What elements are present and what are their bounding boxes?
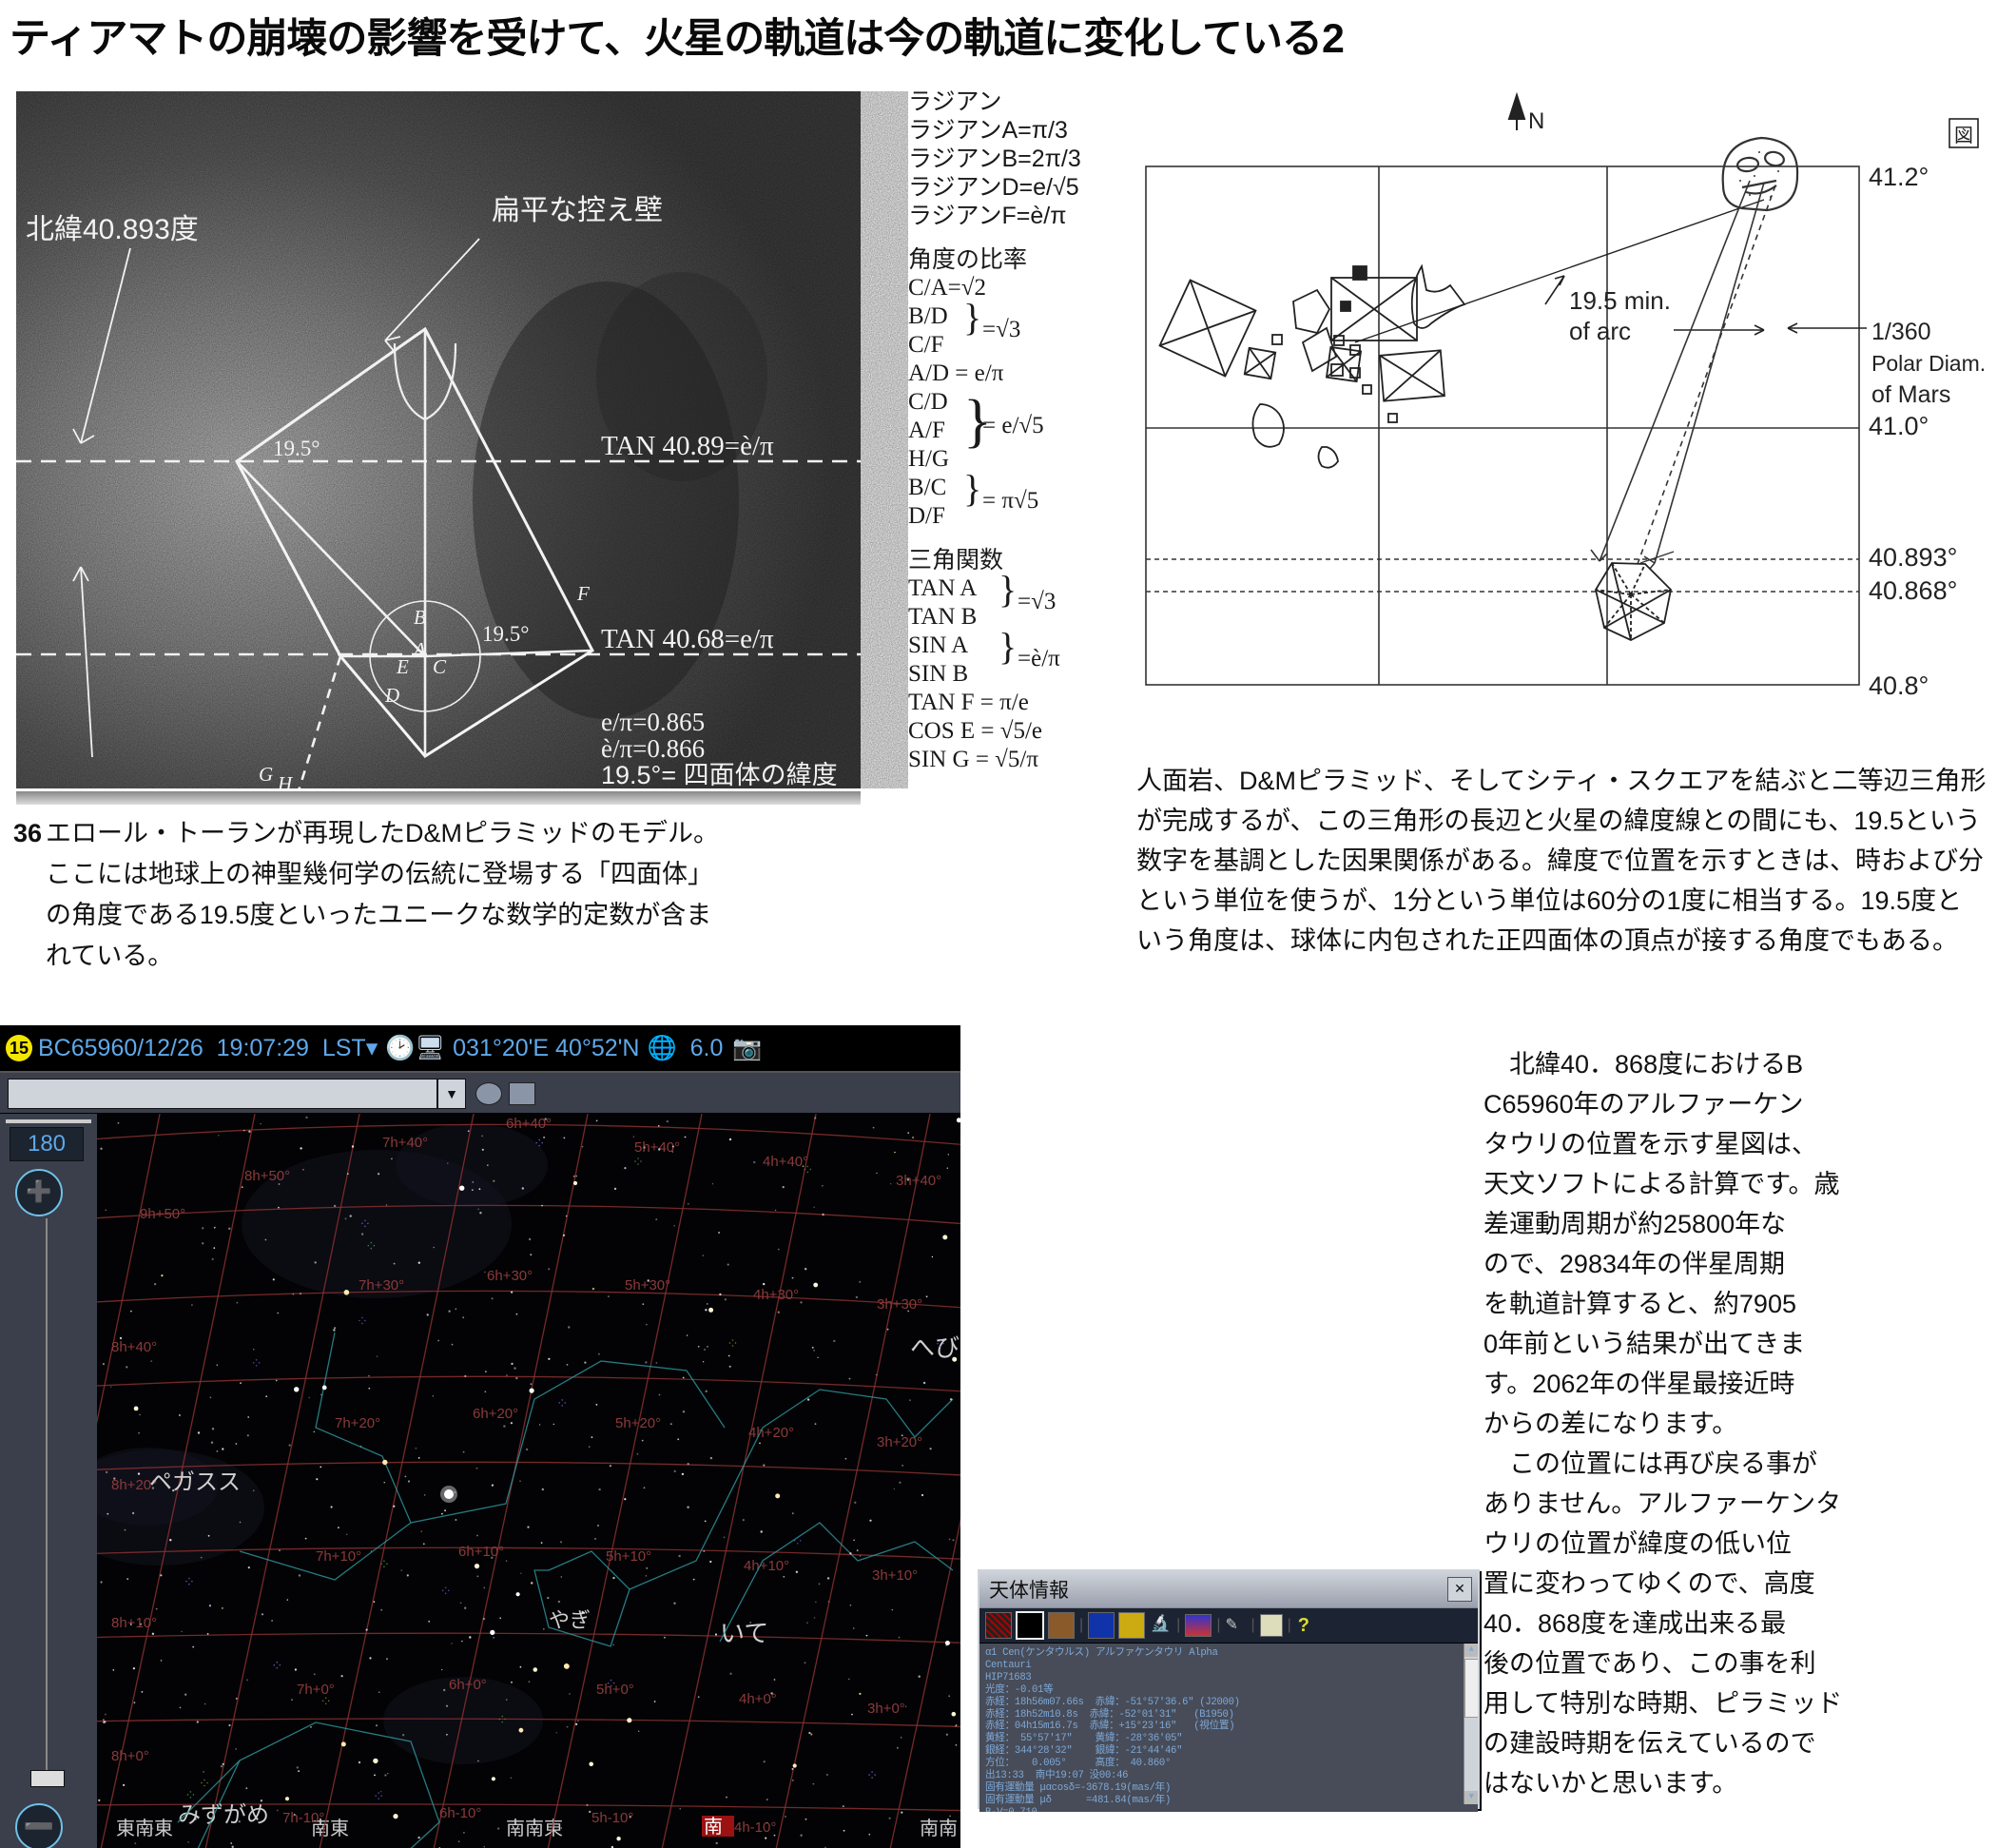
svg-text:7h+0°: 7h+0°	[297, 1682, 335, 1698]
svg-text:4h+40°: 4h+40°	[763, 1154, 808, 1170]
svg-text:41.2°: 41.2°	[1869, 163, 1929, 191]
svg-text:7h+10°: 7h+10°	[316, 1548, 361, 1565]
svg-text:5h+10°: 5h+10°	[606, 1548, 651, 1565]
svg-text:TAN 40.89=è/π: TAN 40.89=è/π	[601, 431, 774, 461]
svg-text:やぎ: やぎ	[549, 1608, 591, 1632]
svg-text:9.6: 9.6	[1579, 695, 1615, 699]
svg-text:of arc: of arc	[1569, 317, 1631, 345]
svg-text:8h+0°: 8h+0°	[111, 1748, 149, 1764]
svg-text:H: H	[277, 772, 294, 788]
svg-text:G: G	[259, 763, 273, 786]
svg-text:北緯40.893度: 北緯40.893度	[26, 214, 199, 245]
svg-text:4h+20°: 4h+20°	[748, 1425, 794, 1441]
svg-text:F: F	[576, 582, 590, 605]
svg-text:6h+10°: 6h+10°	[458, 1544, 504, 1560]
svg-text:E: E	[396, 655, 409, 678]
svg-text:ペガスス: ペガスス	[149, 1469, 241, 1495]
svg-text:1/360: 1/360	[1871, 319, 1931, 345]
svg-text:6h+40°: 6h+40°	[506, 1116, 552, 1132]
svg-text:南: 南	[704, 1816, 723, 1838]
svg-text:9h+50°: 9h+50°	[140, 1206, 185, 1222]
svg-text:41.0°: 41.0°	[1869, 412, 1929, 440]
svg-text:3h+40°: 3h+40°	[896, 1173, 941, 1189]
svg-text:南南: 南南	[920, 1818, 958, 1839]
svg-text:7h+40°: 7h+40°	[382, 1135, 428, 1151]
svg-text:東南東: 東南東	[116, 1818, 173, 1839]
svg-text:40.8°: 40.8°	[1869, 671, 1929, 699]
svg-text:6h+20°: 6h+20°	[473, 1406, 518, 1422]
svg-text:3h+30°: 3h+30°	[877, 1296, 922, 1313]
svg-text:5h-10°: 5h-10°	[591, 1810, 633, 1826]
svg-text:7h-10°: 7h-10°	[282, 1810, 324, 1826]
svg-text:40.868°: 40.868°	[1869, 576, 1957, 605]
svg-text:8h+50°: 8h+50°	[244, 1168, 290, 1184]
svg-text:è/π=0.866: è/π=0.866	[601, 734, 705, 763]
svg-text:いて: いて	[720, 1619, 768, 1647]
svg-text:9.8: 9.8	[1350, 695, 1386, 699]
svg-text:19.5°: 19.5°	[482, 622, 529, 646]
svg-text:of Mars: of Mars	[1871, 381, 1950, 408]
svg-text:9.4: 9.4	[1807, 695, 1843, 699]
svg-text:8h+40°: 8h+40°	[111, 1339, 157, 1355]
svg-text:3h+0°: 3h+0°	[867, 1701, 905, 1717]
svg-text:C: C	[433, 655, 447, 678]
svg-text:19.5 min.: 19.5 min.	[1569, 286, 1671, 315]
svg-text:4h+30°: 4h+30°	[753, 1287, 799, 1303]
svg-text:N: N	[1528, 108, 1544, 134]
svg-text:6h+0°: 6h+0°	[449, 1677, 487, 1693]
svg-text:4h+10°: 4h+10°	[744, 1558, 789, 1574]
svg-text:A: A	[412, 638, 426, 661]
svg-text:TAN 40.68=e/π: TAN 40.68=e/π	[601, 624, 774, 654]
svg-text:7h+30°: 7h+30°	[359, 1277, 404, 1294]
svg-text:4h-10°: 4h-10°	[734, 1819, 776, 1836]
svg-text:3h+10°: 3h+10°	[872, 1567, 918, 1584]
svg-text:5h+0°: 5h+0°	[596, 1682, 634, 1698]
svg-text:扁平な控え壁: 扁平な控え壁	[492, 195, 663, 226]
svg-text:40.893°: 40.893°	[1869, 543, 1957, 572]
svg-text:Polar Diam.: Polar Diam.	[1871, 351, 1986, 376]
svg-text:19.5°= 四面体の緯度: 19.5°= 四面体の緯度	[601, 761, 838, 788]
svg-text:B: B	[414, 606, 426, 629]
svg-text:へび: へび	[910, 1333, 960, 1362]
svg-text:5h+20°: 5h+20°	[615, 1415, 661, 1431]
svg-text:5h+40°: 5h+40°	[634, 1139, 680, 1156]
svg-text:19.5°: 19.5°	[273, 437, 320, 460]
svg-text:7h+20°: 7h+20°	[335, 1415, 380, 1431]
svg-text:8h+10°: 8h+10°	[111, 1615, 157, 1631]
svg-text:e/π=0.865: e/π=0.865	[601, 708, 705, 736]
svg-text:6h+30°: 6h+30°	[487, 1268, 533, 1284]
svg-text:6h-10°: 6h-10°	[439, 1805, 481, 1821]
svg-text:図: 図	[1954, 126, 1973, 146]
svg-text:みずがめ: みずがめ	[178, 1802, 269, 1828]
svg-text:D: D	[384, 684, 399, 707]
svg-text:10.0: 10.0	[1136, 695, 1187, 699]
